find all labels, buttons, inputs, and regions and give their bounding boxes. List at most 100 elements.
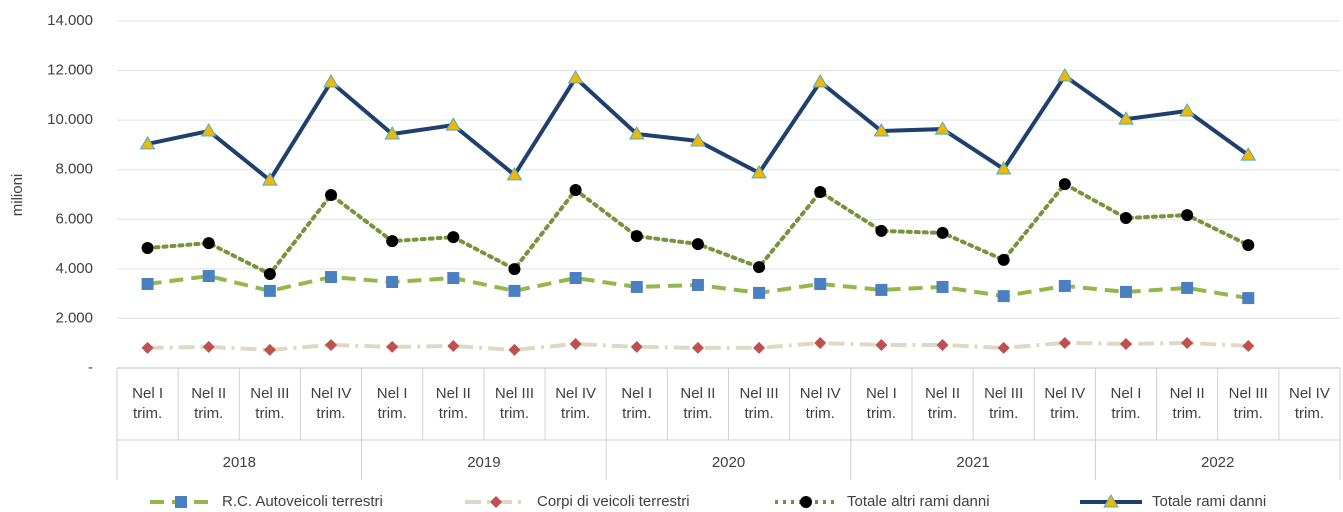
year-label: 2022 [1201, 454, 1234, 471]
x-tick-label: Nel III trim. [250, 385, 290, 422]
marker [875, 338, 888, 351]
marker [875, 283, 888, 296]
marker [997, 290, 1010, 303]
legend-label: Corpi di veicoli terrestri [537, 493, 690, 510]
marker [691, 238, 704, 251]
marker [139, 135, 156, 150]
marker [1119, 337, 1132, 350]
x-tick-label: Nel I trim. [132, 385, 163, 422]
marker [447, 272, 460, 285]
y-tick-label: 10.000 [47, 111, 93, 128]
marker [1056, 68, 1073, 82]
marker [263, 343, 276, 356]
x-tick-label: Nel IV trim. [799, 385, 841, 422]
marker [1181, 281, 1194, 294]
legend-marker [1103, 494, 1119, 508]
year-label: 2021 [956, 454, 989, 471]
y-axis-label: milioni [9, 174, 26, 217]
marker [934, 121, 951, 135]
x-tick-label: Nel II trim. [191, 385, 227, 422]
marker [936, 226, 949, 239]
marker [325, 271, 338, 284]
marker [814, 336, 827, 349]
marker [1181, 336, 1194, 349]
x-tick-label: Nel II trim. [925, 385, 961, 422]
marker [202, 237, 215, 250]
x-tick-label: Nel I trim. [865, 385, 897, 422]
marker [995, 160, 1012, 175]
marker [630, 340, 643, 353]
x-tick-label: Nel III trim. [1228, 385, 1268, 422]
x-tick-label: Nel III trim. [739, 385, 779, 422]
marker [997, 253, 1010, 266]
x-tick-label: Nel II trim. [435, 385, 471, 422]
marker [447, 339, 460, 352]
marker [202, 270, 215, 283]
marker [628, 126, 645, 140]
marker [508, 343, 521, 356]
year-label: 2019 [467, 454, 500, 471]
marker [936, 338, 949, 351]
year-label: 2018 [223, 454, 256, 471]
marker [1058, 178, 1071, 191]
legend-label: Totale rami danni [1152, 493, 1266, 510]
marker [690, 132, 706, 147]
x-tick-label: Nel I trim. [376, 385, 408, 422]
marker [569, 272, 582, 285]
marker [386, 235, 399, 248]
x-tick-label: Nel II trim. [1169, 385, 1205, 422]
marker [691, 278, 704, 291]
x-tick-label: Nel IV trim. [1288, 385, 1330, 422]
legend-label: R.C. Autoveicoli terrestri [222, 493, 383, 510]
marker [263, 268, 276, 281]
marker [630, 230, 643, 243]
marker [814, 277, 827, 290]
legend-marker [175, 496, 187, 508]
y-tick-label: - [88, 359, 93, 376]
x-tick-label: Nel II trim. [680, 385, 716, 422]
marker [506, 166, 523, 181]
marker [447, 231, 460, 244]
marker [1058, 279, 1071, 292]
x-tick-label: Nel I trim. [621, 385, 653, 422]
marker [141, 341, 154, 354]
marker [384, 126, 401, 140]
y-tick-label: 8.000 [55, 161, 93, 178]
marker [630, 280, 643, 293]
marker [1119, 212, 1132, 225]
year-label: 2020 [712, 454, 745, 471]
series-line [145, 181, 1251, 277]
marker [936, 280, 949, 293]
marker [1242, 239, 1255, 252]
marker [1179, 102, 1195, 117]
y-tick-label: 4.000 [55, 260, 93, 277]
marker [814, 186, 827, 199]
marker [263, 284, 276, 297]
legend-marker [800, 496, 812, 508]
legend-label: Totale altri rami danni [847, 493, 990, 510]
x-tick-label: Nel IV trim. [310, 385, 352, 422]
legend-marker [490, 496, 502, 508]
marker [1181, 209, 1194, 222]
marker [1119, 285, 1132, 298]
marker [386, 275, 399, 288]
marker [751, 164, 767, 179]
marker [812, 73, 829, 88]
marker [569, 337, 582, 350]
x-tick-label: Nel IV trim. [555, 385, 597, 422]
marker [200, 123, 217, 137]
marker [141, 242, 154, 255]
marker [873, 123, 890, 137]
y-tick-label: 2.000 [55, 309, 93, 326]
marker [753, 261, 766, 274]
marker [202, 340, 215, 353]
marker [753, 286, 766, 299]
y-tick-label: 12.000 [47, 62, 93, 79]
marker [323, 73, 339, 88]
marker [753, 341, 766, 354]
marker [997, 341, 1010, 354]
x-tick-label: Nel IV trim. [1044, 385, 1086, 422]
marker [262, 172, 278, 186]
